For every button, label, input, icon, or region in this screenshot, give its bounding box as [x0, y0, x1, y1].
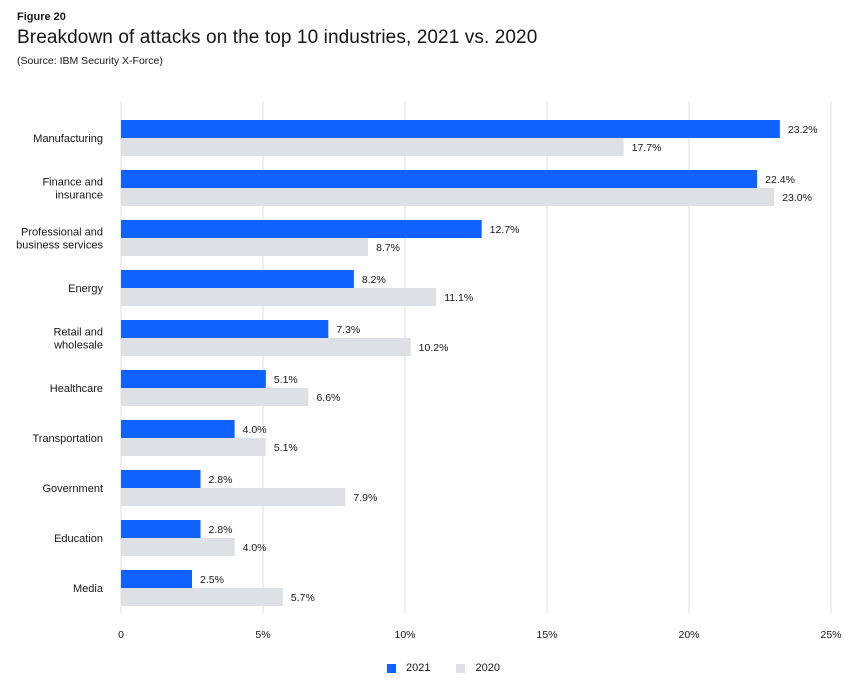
data-label-2020: 6.6%: [316, 392, 340, 404]
data-label-2021: 7.3%: [336, 324, 360, 336]
category-label: Transportation: [32, 433, 103, 445]
data-label-2021: 5.1%: [274, 374, 298, 386]
x-tick-label: 0: [118, 629, 124, 641]
x-tick-label: 15%: [536, 629, 557, 641]
category-label-line: Education: [54, 533, 103, 545]
data-label-2021: 22.4%: [765, 174, 795, 186]
legend-swatch-2021: [387, 663, 396, 673]
category-label: Education: [54, 533, 103, 545]
category-label-line: business services: [16, 240, 103, 252]
data-label-2020: 5.7%: [291, 592, 315, 604]
data-label-2021: 8.2%: [362, 274, 386, 286]
category-label-line: Government: [42, 483, 103, 495]
chart-subtitle: (Source: IBM Security X-Force): [17, 55, 163, 67]
legend-item-2020: 2020: [456, 662, 500, 674]
category-label: Government: [42, 483, 103, 495]
category-label-line: Finance and: [42, 177, 103, 189]
bar-2020: [121, 288, 437, 306]
category-label: Manufacturing: [33, 133, 103, 145]
data-label-2020: 5.1%: [274, 442, 298, 454]
bar-2020: [121, 488, 346, 506]
data-label-2020: 7.9%: [353, 492, 377, 504]
legend-swatch-2020: [456, 663, 466, 673]
data-label-2021: 2.8%: [209, 524, 233, 536]
data-label-2020: 11.1%: [444, 292, 473, 304]
data-label-2020: 4.0%: [243, 542, 267, 554]
x-tick-label: 20%: [678, 629, 699, 641]
category-label: Finance and insurance: [42, 177, 103, 202]
bar-2021: [121, 220, 482, 238]
figure-label: Figure 20: [17, 11, 66, 23]
bar-2020: [121, 338, 411, 356]
x-tick-label: 25%: [820, 629, 841, 641]
bar-2020: [121, 238, 369, 256]
bar-2021: [121, 170, 758, 188]
category-label-line: Manufacturing: [33, 133, 103, 145]
legend-item-2021: 2021: [387, 662, 430, 674]
data-label-2021: 4.0%: [243, 424, 267, 436]
bar-2020: [121, 538, 235, 556]
category-label: Energy: [68, 283, 103, 295]
category-label-line: Professional and: [21, 227, 103, 239]
category-label: Retail and wholesale: [53, 327, 103, 352]
bar-2020: [121, 388, 309, 406]
bar-2021: [121, 470, 201, 488]
data-label-2021: 2.5%: [200, 574, 224, 586]
data-label-2021: 12.7%: [490, 224, 520, 236]
bar-2021: [121, 570, 192, 588]
data-label-2020: 8.7%: [376, 242, 400, 254]
legend-label-2021: 2021: [406, 662, 431, 674]
bar-2021: [121, 320, 329, 338]
bar-2020: [121, 138, 624, 156]
bar-2021: [121, 520, 201, 538]
category-label: Healthcare: [50, 383, 103, 395]
bar-2020: [121, 188, 775, 206]
category-label-line: Energy: [68, 283, 103, 295]
x-tick-label: 5%: [255, 629, 270, 641]
data-label-2020: 23.0%: [782, 192, 812, 204]
chart-title: Breakdown of attacks on the top 10 indus…: [17, 27, 538, 48]
bar-2021: [121, 270, 354, 288]
x-tick-label: 10%: [394, 629, 415, 641]
bar-2021: [121, 120, 780, 138]
category-label-line: insurance: [55, 190, 103, 202]
data-label-2021: 23.2%: [788, 124, 818, 136]
bar-2020: [121, 588, 283, 606]
bar-2020: [121, 438, 266, 456]
data-label-2020: 10.2%: [419, 342, 449, 354]
category-label: Media: [73, 583, 104, 595]
legend-label-2020: 2020: [475, 662, 500, 674]
bar-2021: [121, 370, 266, 388]
category-label-line: Media: [73, 583, 104, 595]
bar-2021: [121, 420, 235, 438]
category-label-line: Healthcare: [50, 383, 103, 395]
data-label-2021: 2.8%: [209, 474, 233, 486]
category-label: Professional and business services: [16, 227, 103, 252]
category-label-line: Retail and: [53, 327, 103, 339]
legend: 2021 2020: [387, 662, 526, 674]
category-label-line: wholesale: [53, 340, 103, 352]
category-label-line: Transportation: [32, 433, 103, 445]
data-label-2020: 17.7%: [632, 142, 662, 154]
